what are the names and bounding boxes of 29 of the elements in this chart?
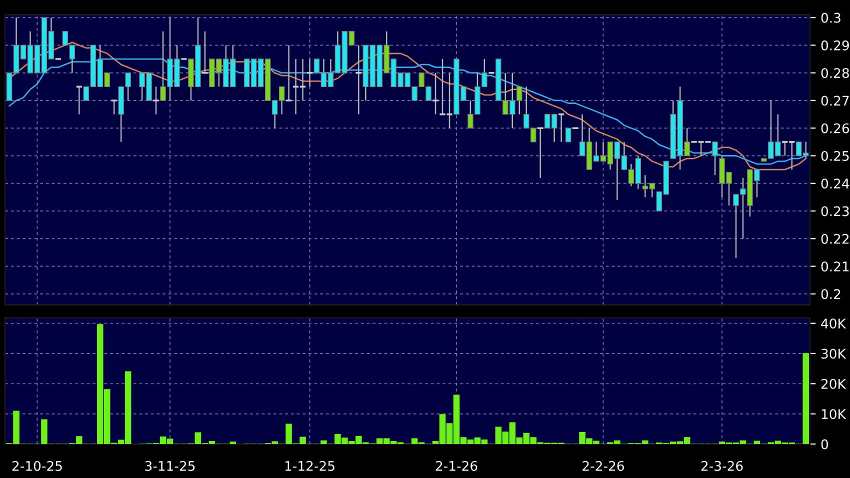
x-tick-label: 1-12-25 — [285, 460, 334, 471]
y-tick-label: 0.25 — [821, 150, 849, 161]
x-tick-label: 2-3-26 — [701, 460, 743, 471]
candlestick — [432, 72, 440, 115]
y-tick-label: 40K — [821, 318, 846, 329]
y-tick-label: 0.3 — [821, 12, 840, 23]
y-tick-label: 10K — [822, 409, 846, 420]
x-tick-label: 2-1-26 — [436, 460, 478, 471]
y-tick-label: 0.26 — [821, 123, 850, 134]
y-tick-label: 20K — [821, 378, 846, 389]
candlestick — [285, 44, 292, 102]
y-tick-label: 0.22 — [821, 234, 849, 244]
candlestick — [152, 86, 160, 115]
y-tick-label: 0.24 — [821, 178, 850, 189]
x-tick-label: 2-10-25 — [12, 460, 62, 471]
y-tick-label: 0.2 — [821, 289, 840, 300]
x-tick-label: 3-11-25 — [145, 460, 195, 471]
candlestick — [565, 127, 572, 143]
y-tick-label: 0.28 — [821, 68, 849, 78]
y-tick-label: 0.23 — [821, 206, 849, 216]
candlestick — [536, 127, 544, 178]
x-tick-label: 2-2-26 — [582, 460, 624, 471]
y-tick-label: 0.29 — [821, 40, 849, 50]
y-tick-label: 30K — [821, 348, 846, 359]
candlestick — [712, 141, 718, 176]
y-tick-label: 0.21 — [821, 262, 849, 272]
y-tick-label: 0 — [821, 439, 828, 450]
y-tick-label: 0.27 — [821, 96, 849, 106]
candlestick — [110, 100, 118, 115]
